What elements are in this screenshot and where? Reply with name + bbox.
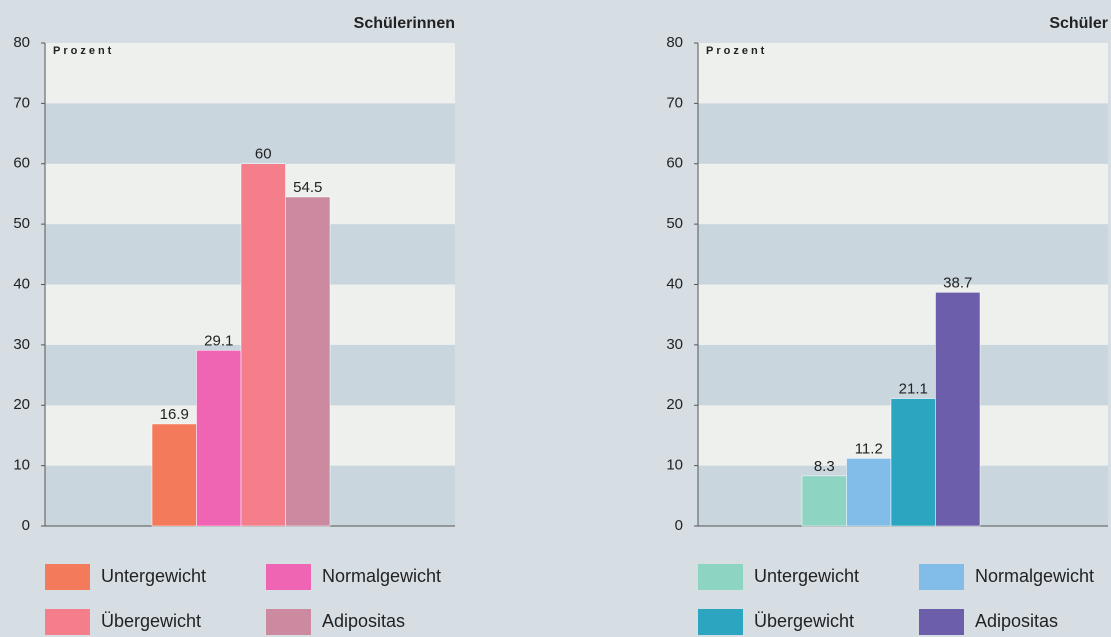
- legend-label: Normalgewicht: [975, 566, 1094, 586]
- grid-band: [698, 344, 1108, 406]
- y-tick-label: 80: [666, 34, 683, 51]
- y-tick-label: 30: [13, 336, 30, 353]
- legend-label: Untergewicht: [754, 566, 859, 586]
- bar: [935, 292, 981, 527]
- y-tick-label: 0: [22, 517, 30, 534]
- y-tick-label: 60: [666, 155, 683, 172]
- y-axis-label: Prozent: [706, 45, 767, 57]
- bar: [196, 350, 242, 527]
- y-tick-label: 40: [13, 275, 30, 292]
- legend-label: Übergewicht: [754, 611, 854, 631]
- legend-swatch: [266, 564, 311, 590]
- value-label: 29.1: [204, 332, 233, 349]
- y-tick-label: 70: [13, 94, 30, 111]
- bar: [846, 458, 892, 527]
- y-tick-label: 0: [675, 517, 683, 534]
- y-tick-label: 50: [13, 215, 30, 232]
- y-tick-label: 40: [666, 275, 683, 292]
- y-tick-label: 10: [666, 457, 683, 474]
- bar: [151, 423, 197, 527]
- value-label: 16.9: [160, 406, 189, 423]
- grid-band: [698, 103, 1108, 164]
- y-tick-label: 60: [13, 155, 30, 172]
- grid-band: [698, 284, 1108, 345]
- legend-label: Untergewicht: [101, 566, 206, 586]
- value-label: 8.3: [814, 458, 835, 475]
- legend-label: Normalgewicht: [322, 566, 441, 586]
- legend-swatch: [698, 609, 743, 635]
- legend-label: Adipositas: [322, 611, 405, 631]
- bar: [801, 475, 847, 527]
- legend-swatch: [698, 564, 743, 590]
- y-tick-label: 10: [13, 457, 30, 474]
- y-axis-label: Prozent: [53, 45, 114, 57]
- value-label: 54.5: [293, 179, 322, 196]
- legend-label: Übergewicht: [101, 611, 201, 631]
- bar: [240, 163, 286, 527]
- chart-title: Schüler: [1049, 15, 1108, 32]
- value-label: 11.2: [855, 440, 883, 457]
- value-label: 38.7: [943, 274, 972, 291]
- grid-band: [45, 103, 455, 164]
- legend-swatch: [919, 564, 964, 590]
- value-label: 60: [255, 146, 272, 163]
- y-tick-label: 30: [666, 336, 683, 353]
- grid-band: [698, 224, 1108, 285]
- y-tick-label: 50: [666, 215, 683, 232]
- legend-swatch: [45, 609, 90, 635]
- bar: [890, 398, 936, 527]
- bar: [285, 196, 331, 527]
- grid-band: [45, 43, 455, 104]
- y-tick-label: 20: [666, 396, 683, 413]
- grid-band: [698, 163, 1108, 225]
- value-label: 21.1: [899, 381, 928, 398]
- y-tick-label: 20: [13, 396, 30, 413]
- legend-swatch: [919, 609, 964, 635]
- grid-band: [698, 43, 1108, 104]
- legend-swatch: [45, 564, 90, 590]
- chart-title: Schülerinnen: [354, 15, 455, 32]
- legend-swatch: [266, 609, 311, 635]
- legend-label: Adipositas: [975, 611, 1058, 631]
- y-tick-label: 70: [666, 94, 683, 111]
- y-tick-label: 80: [13, 34, 30, 51]
